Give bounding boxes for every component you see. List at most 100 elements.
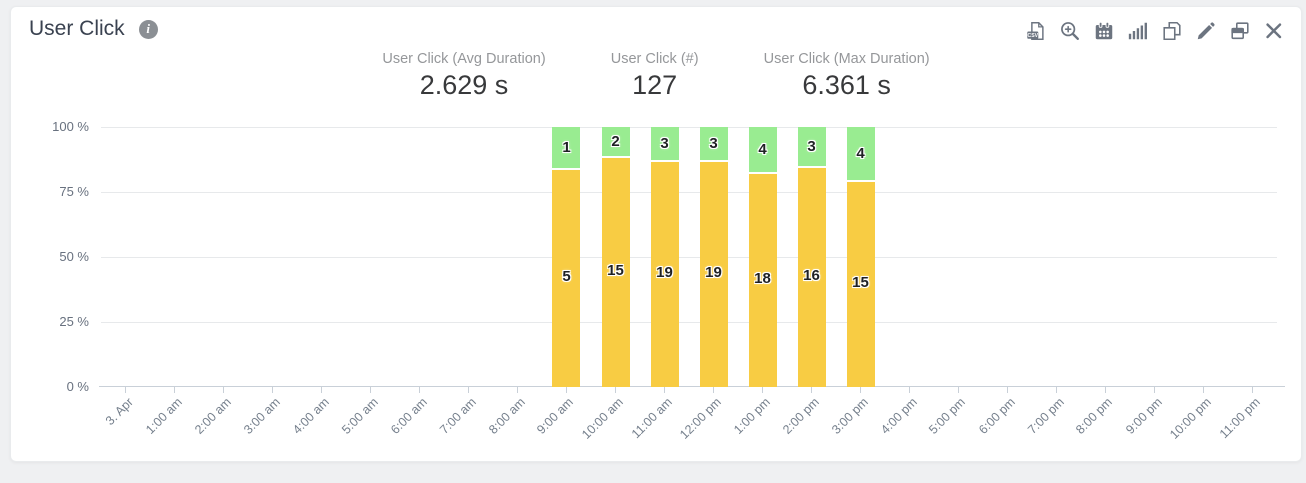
y-axis-label: 50 %	[59, 249, 89, 264]
bar-group[interactable]: 4 15	[846, 127, 875, 387]
widget-title: User Click	[29, 17, 125, 40]
widget-header: User Click i	[29, 17, 158, 41]
stat-value: 6.361 s	[802, 70, 891, 100]
x-axis-tick	[811, 387, 812, 393]
stacked-bar-chart: 0 % 25 % 50 % 75 % 100 % 3. Apr 1:00 am 2:00 am…	[11, 119, 1301, 461]
bar-value-label: 1	[562, 138, 571, 156]
gridline	[101, 322, 1277, 323]
bar-group[interactable]: 2 15	[601, 127, 630, 387]
bar-segment-green[interactable]	[748, 127, 777, 174]
bar-value-label: 16	[803, 266, 820, 284]
bar-group[interactable]: 3 19	[650, 127, 679, 387]
x-axis-label: 11:00 am	[628, 395, 675, 442]
zoom-in-icon[interactable]	[1059, 20, 1081, 42]
x-axis-tick	[272, 387, 273, 393]
bar-group[interactable]: 3 16	[797, 127, 826, 387]
x-axis-tick	[1154, 387, 1155, 393]
bar-segment-green[interactable]	[601, 127, 630, 158]
bar-value-label: 19	[656, 263, 673, 281]
stat-value: 127	[632, 70, 678, 100]
bar-value-label: 19	[705, 263, 722, 281]
x-axis-tick	[223, 387, 224, 393]
bar-segment-yellow[interactable]	[797, 168, 826, 387]
x-axis-label: 3. Apr	[102, 395, 136, 429]
x-axis-label: 7:00 pm	[1024, 395, 1067, 437]
x-axis-tick	[1203, 387, 1204, 393]
x-axis-line	[99, 386, 1285, 387]
x-axis-label: 3:00 am	[240, 395, 283, 437]
calendar-icon[interactable]	[1093, 20, 1115, 42]
bar-segment-yellow[interactable]	[846, 182, 875, 387]
bar-segment-green[interactable]	[650, 127, 679, 162]
stat-max-duration: User Click (Max Duration) 6.361 s	[764, 51, 930, 101]
x-axis-tick	[664, 387, 665, 393]
bar-segment-yellow[interactable]	[748, 174, 777, 387]
info-icon[interactable]: i	[138, 19, 158, 39]
gridline	[101, 127, 1277, 128]
bar-value-label: 3	[807, 137, 816, 155]
x-axis-label: 5:00 pm	[926, 395, 969, 437]
copy-icon[interactable]	[1161, 20, 1183, 42]
x-axis-label: 7:00 am	[436, 395, 479, 437]
x-axis-tick	[957, 387, 959, 393]
plot-area: 0 % 25 % 50 % 75 % 100 % 3. Apr 1:00 am 2:00 am…	[52, 119, 1285, 442]
close-icon[interactable]	[1263, 20, 1285, 42]
bar-segment-yellow[interactable]	[699, 162, 728, 387]
bar-group[interactable]: 3 19	[699, 127, 728, 387]
bar-value-label: 3	[660, 134, 669, 152]
bar-segment-green[interactable]	[552, 127, 581, 170]
bar-segment-yellow[interactable]	[552, 170, 581, 387]
gridline	[101, 257, 1277, 258]
bar-segment-green[interactable]	[846, 127, 875, 182]
bar-value-label: 4	[758, 140, 767, 158]
x-axis-label: 6:00 pm	[975, 395, 1018, 437]
x-axis-label: 3:00 pm	[828, 395, 871, 437]
gridline	[101, 192, 1277, 193]
x-axis-tick	[713, 387, 714, 393]
x-axis-label: 1:00 pm	[730, 395, 773, 437]
bar-chart-icon[interactable]	[1127, 20, 1149, 42]
x-axis-label: 1:00 am	[142, 395, 185, 437]
x-axis-tick	[565, 387, 567, 393]
bar-value-label: 18	[754, 269, 771, 287]
y-axis-label: 75 %	[59, 184, 89, 199]
y-axis-label: 0 %	[66, 379, 89, 394]
widget-toolbar: CSV	[1025, 20, 1285, 42]
x-axis-label: 5:00 am	[338, 395, 381, 437]
svg-text:CSV: CSV	[1028, 33, 1039, 39]
x-axis-label: 10:00 pm	[1166, 395, 1214, 442]
bar-segment-green[interactable]	[797, 127, 826, 168]
bar-value-label: 4	[856, 144, 865, 162]
x-axis-label: 2:00 am	[191, 395, 234, 437]
x-axis-tick	[615, 387, 616, 393]
compare-windows-icon[interactable]	[1229, 20, 1251, 42]
y-axis-label: 25 %	[59, 314, 89, 329]
x-axis-tick	[909, 387, 910, 393]
x-axis-label: 8:00 am	[485, 395, 528, 437]
bar-group[interactable]: 4 18	[748, 127, 777, 387]
stat-avg-duration: User Click (Avg Duration) 2.629 s	[382, 51, 545, 101]
x-axis-tick	[1056, 387, 1057, 393]
x-axis-tick	[419, 387, 420, 393]
x-axis-tick	[174, 387, 175, 393]
x-axis-label: 10:00 am	[578, 395, 626, 442]
x-axis-label: 2:00 pm	[779, 395, 822, 437]
bar-segment-yellow[interactable]	[601, 158, 630, 387]
bar-segment-yellow[interactable]	[650, 162, 679, 387]
stat-label: User Click (Max Duration)	[763, 51, 930, 67]
bar-segment-green[interactable]	[699, 127, 728, 162]
stat-label: User Click (#)	[610, 51, 699, 67]
csv-export-icon[interactable]: CSV	[1025, 20, 1047, 42]
x-axis-label: 12:00 pm	[676, 395, 724, 442]
y-axis-label: 100 %	[52, 119, 89, 134]
x-axis-tick	[762, 387, 763, 393]
x-axis-tick	[1104, 387, 1106, 393]
bar-value-label: 5	[562, 267, 571, 285]
x-axis-tick	[860, 387, 861, 393]
x-axis-label: 4:00 am	[289, 395, 332, 437]
user-click-widget: User Click i CSV	[10, 6, 1302, 462]
x-axis-label: 9:00 am	[534, 395, 577, 437]
edit-icon[interactable]	[1195, 20, 1217, 42]
x-axis-tick	[321, 387, 322, 393]
